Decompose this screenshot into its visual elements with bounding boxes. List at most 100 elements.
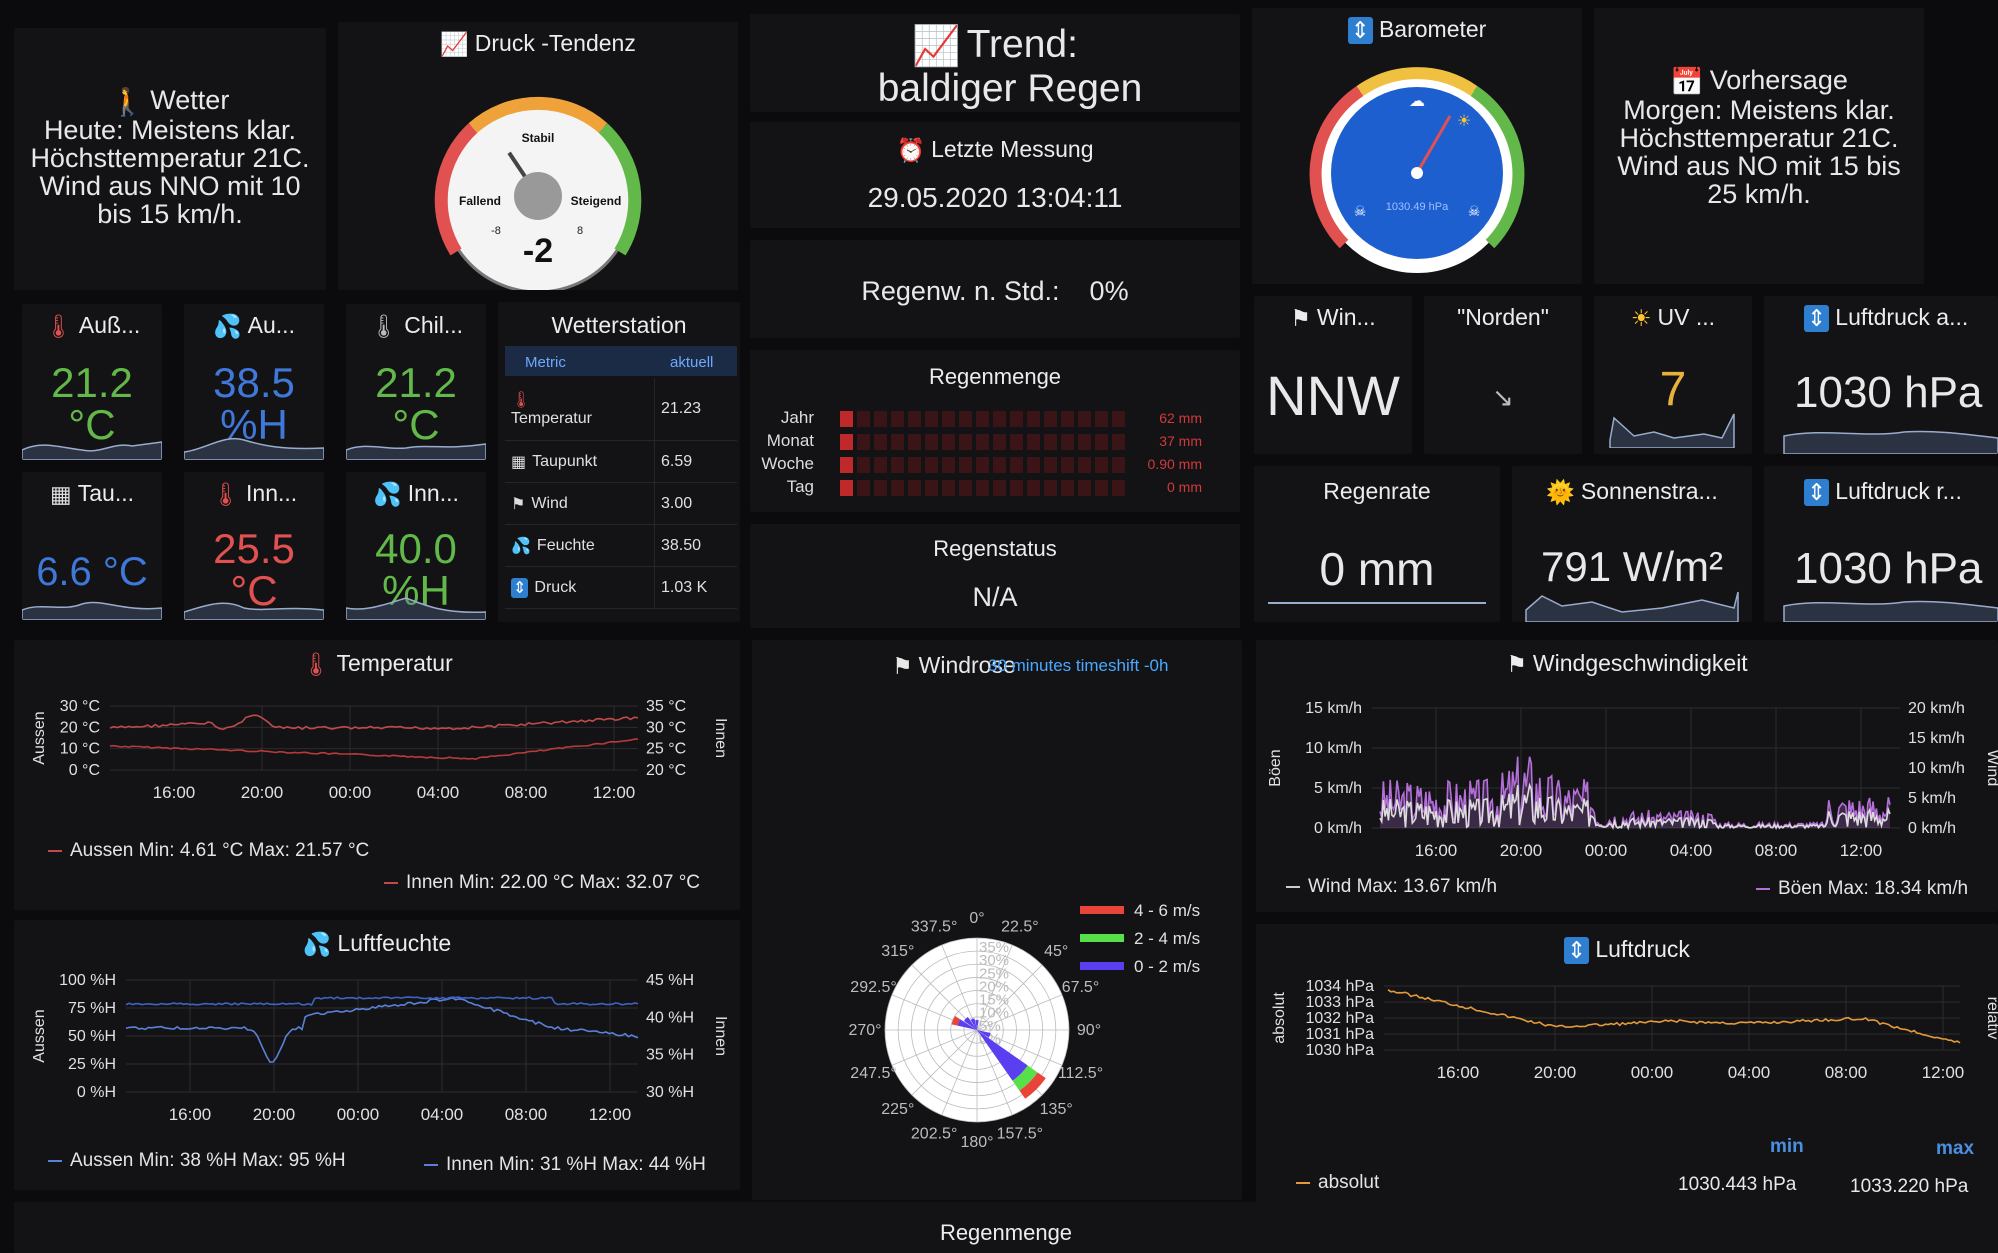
windrose-title: Windrose [918, 652, 1016, 678]
x-tick-label: 00:00 [329, 783, 372, 802]
forecast-title: Vorhersage [1709, 65, 1848, 95]
tile-windchill[interactable]: 🌡 Chil... 21.2 °C [346, 304, 486, 460]
tile-indoor-temp[interactable]: 🌡 Inn... 25.5 °C [184, 472, 324, 620]
col-min[interactable]: min [1770, 1136, 1804, 1157]
rain-probability-panel: Regenw. n. Std.: 0% [750, 240, 1240, 338]
windrose-legend-swatch [1080, 906, 1124, 914]
y2-tick-label: 35 °C [646, 698, 686, 715]
weather-today-panel: 🚶 Wetter Heute: Meistens klar. Höchsttemp… [14, 28, 326, 290]
windrose-legend-label[interactable]: 4 - 6 m/s [1134, 901, 1200, 920]
last-measurement-value: 29.05.2020 13:04:11 [867, 182, 1123, 213]
temperature-chart: 30 °C 20 °C 10 °C 0 °C 35 °C 30 °C 25 °C 20 °C 1… [31, 698, 729, 802]
rain-bar-cell [959, 434, 972, 450]
wind-text-panel[interactable]: "Norden" ↘ [1424, 296, 1582, 454]
trend-value: baldiger Regen [877, 66, 1143, 110]
windrose-wedge [1019, 1072, 1046, 1099]
windrose-spoke [976, 944, 1013, 1031]
tile-outdoor-temp[interactable]: 🌡 Auß... 21.2 °C [22, 304, 162, 460]
wind-direction-panel[interactable]: ⚑ Win... NNW [1254, 296, 1412, 454]
windrose-direction-label: 225° [881, 1101, 914, 1118]
gauge-label-falling: Fallend [459, 194, 501, 208]
rain-bar-cell [1112, 434, 1125, 450]
windrose-direction-label: 45° [1044, 943, 1068, 960]
tile-value: 6.6 °C [36, 550, 148, 594]
legend-gust[interactable]: Böen Max: 18.34 km/h [1778, 878, 1969, 899]
rain-bar-cell [857, 411, 870, 427]
wind-icon: ⚑ [892, 653, 913, 680]
pressure-rel-tile[interactable]: ⇕ Luftdruck r... 1030 hPa [1764, 466, 1998, 622]
rain-bar-cell [1027, 411, 1040, 427]
skull-icon: ☠ [1354, 203, 1367, 219]
dewpoint-icon: ▦ [511, 453, 527, 471]
x-tick-label: 20:00 [241, 783, 284, 802]
pressure-min-value: 1030.443 hPa [1678, 1174, 1797, 1195]
tile-indoor-humidity[interactable]: 💦 Inn... 40.0 %H [346, 472, 486, 620]
y-tick-label: 1030 hPa [1305, 1042, 1374, 1059]
legend-inner[interactable]: Innen Min: 31 %H Max: 44 %H [446, 1154, 706, 1175]
thermometer-icon: 🌡 [301, 651, 331, 678]
legend-wind[interactable]: Wind Max: 13.67 km/h [1308, 876, 1498, 897]
sparkline [1609, 413, 1735, 448]
rain-bar-cell [959, 457, 972, 473]
rain-bar-cell [925, 434, 938, 450]
y2-tick-label: 0 km/h [1908, 820, 1956, 837]
tile-outdoor-humidity[interactable]: 💦 Au... 38.5 %H [184, 304, 324, 460]
station-title: Wetterstation [551, 312, 687, 338]
rain-bar-cell [1044, 480, 1057, 496]
y-tick-label: 30 °C [60, 698, 100, 715]
rain-rate-title: Regenrate [1323, 478, 1431, 504]
sparkline [22, 601, 162, 620]
rain-probability-value: 0% [1089, 276, 1129, 306]
legend-outer[interactable]: Aussen Min: 4.61 °C Max: 21.57 °C [70, 840, 370, 861]
uv-panel[interactable]: ☀ UV ... 7 [1594, 296, 1752, 454]
rain-row-value: 37 mm [1159, 433, 1202, 449]
y2-tick-label: 5 km/h [1908, 790, 1956, 807]
rain-bar-cell [959, 480, 972, 496]
legend-inner[interactable]: Innen Min: 22.00 °C Max: 32.07 °C [406, 872, 701, 893]
legend-outer[interactable]: Aussen Min: 38 %H Max: 95 %H [70, 1150, 346, 1171]
rain-bar-cell [942, 434, 955, 450]
row-value: 21.23 [654, 378, 737, 441]
windrose-ring-label: 10% [979, 1005, 1009, 1022]
rain-rate-panel[interactable]: Regenrate 0 mm [1254, 466, 1500, 622]
rain-bar-cell [1112, 480, 1125, 496]
windrose-legend-label[interactable]: 2 - 4 m/s [1134, 929, 1200, 948]
x-tick-label: 12:00 [1922, 1063, 1965, 1082]
rain-row-value: 0 mm [1167, 479, 1202, 495]
x-tick-label: 00:00 [1631, 1063, 1674, 1082]
rain-bar-cell [976, 434, 989, 450]
tile-title: Tau... [77, 480, 134, 506]
y-tick-label: 10 km/h [1305, 740, 1362, 757]
windrose-spoke [976, 994, 1063, 1031]
windrose-overlay[interactable]: 30 minutes timeshift -0h [988, 656, 1169, 675]
windrose-spoke [891, 1029, 978, 1066]
pressure-abs-tile[interactable]: ⇕ Luftdruck a... 1030 hPa [1764, 296, 1998, 454]
legend-absolute[interactable]: absolut [1318, 1172, 1380, 1193]
bottom-rain-title: Regenmenge [939, 1220, 1073, 1245]
x-tick-label: 12:00 [1840, 841, 1883, 860]
tile-dewpoint[interactable]: ▦ Tau... 6.6 °C [22, 472, 162, 620]
table-row: 💦 Feuchte 38.50 [505, 524, 737, 567]
bottom-rain-panel: Regenmenge [14, 1202, 1998, 1253]
col-metric[interactable]: Metric [525, 354, 566, 371]
rain-bar-cell [925, 457, 938, 473]
table-row: ⇕ Druck 1.03 K [505, 566, 737, 609]
rain-bar-cell [874, 457, 887, 473]
windrose-wedge [977, 1030, 991, 1038]
row-value: 6.59 [654, 440, 737, 483]
x-tick-label: 04:00 [1670, 841, 1713, 860]
solar-panel[interactable]: 🌞 Sonnenstra... 791 W/m² [1512, 466, 1752, 622]
windrose-wedge [1012, 1065, 1038, 1091]
windrose-legend-swatch [1080, 934, 1124, 942]
col-max[interactable]: max [1936, 1138, 1975, 1159]
col-current[interactable]: aktuell [670, 354, 714, 371]
thermometer-icon: 🌡 [369, 313, 399, 340]
windrose-spoke [941, 1029, 978, 1116]
rain-bar-cell [1010, 457, 1023, 473]
windrose-direction-label: 180° [960, 1134, 993, 1151]
pressure-icon: ⇕ [1347, 17, 1373, 45]
windrose-legend-label[interactable]: 0 - 2 m/s [1134, 957, 1200, 976]
humidity-chart-title: Luftfeuchte [337, 930, 452, 956]
rain-bar-cell [1095, 411, 1108, 427]
pressure-tendency-gauge: Stabil Fallend Steigend -8 8 -2 [434, 96, 642, 290]
